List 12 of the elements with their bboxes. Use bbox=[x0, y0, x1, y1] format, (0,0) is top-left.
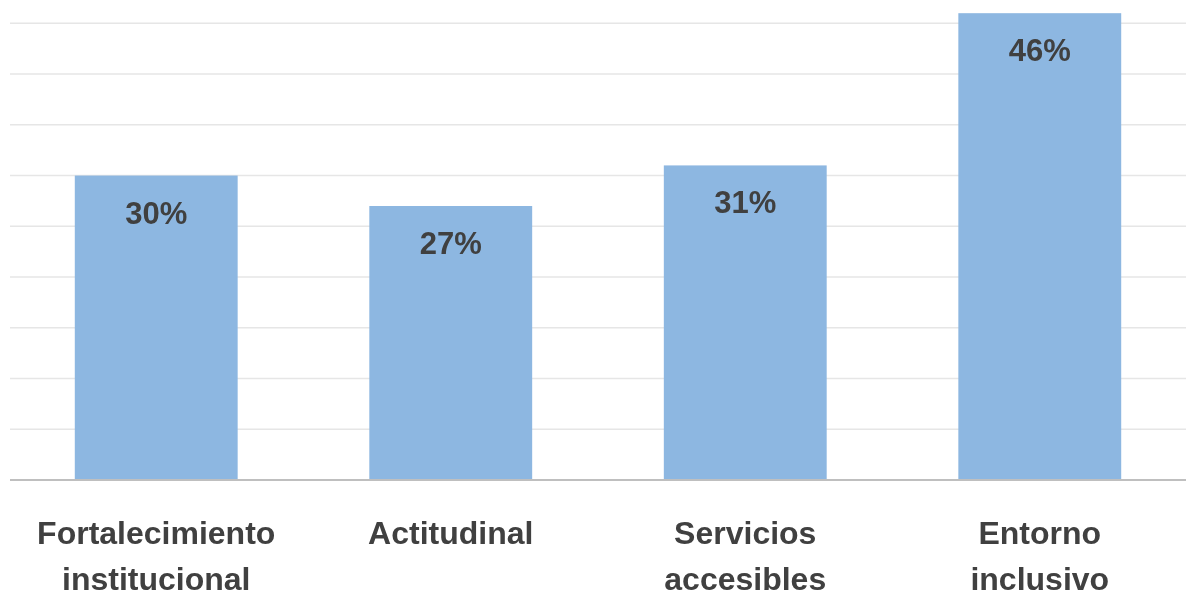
x-tick-label: Entorno inclusivo bbox=[970, 515, 1110, 597]
data-label: 30% bbox=[125, 195, 188, 231]
bar bbox=[369, 206, 533, 480]
data-label: 27% bbox=[419, 226, 482, 261]
bar bbox=[958, 13, 1122, 480]
bar bbox=[663, 165, 827, 480]
data-label: 31% bbox=[714, 185, 777, 221]
x-tick-label: Servicios accesibles bbox=[664, 515, 827, 597]
x-tick-label: Fortalecimiento institucional bbox=[37, 515, 276, 597]
bar bbox=[74, 175, 238, 480]
data-label: 46% bbox=[1008, 33, 1071, 69]
x-tick-label: Actitudinal bbox=[368, 515, 534, 551]
